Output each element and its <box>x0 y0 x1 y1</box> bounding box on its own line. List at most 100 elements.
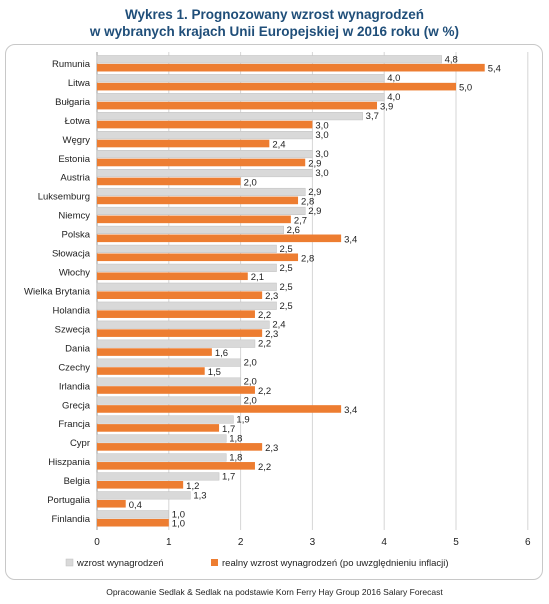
data-label-realny: 2,2 <box>258 310 271 321</box>
data-label-wzrost: 2,0 <box>244 358 257 369</box>
data-label-wzrost: 2,5 <box>280 244 293 255</box>
category-label: Francja <box>58 419 90 430</box>
category-label: Grecja <box>62 400 91 411</box>
data-label-realny: 1,2 <box>186 481 199 492</box>
x-tick-label: 4 <box>381 537 387 548</box>
bar-wzrost-wynagrodzen <box>96 225 284 234</box>
data-label-wzrost: 3,7 <box>366 111 379 122</box>
bar-realny-wzrost <box>97 82 456 91</box>
category-label: Austria <box>60 173 90 184</box>
category-label: Cypr <box>70 438 90 449</box>
data-label-realny: 2,4 <box>272 140 285 151</box>
data-label-realny: 3,0 <box>315 121 328 132</box>
chart-title-line1: Wykres 1. Prognozowany wzrost wynagrodze… <box>124 7 425 22</box>
bar-wzrost-wynagrodzen <box>96 187 306 197</box>
data-label-realny: 2,3 <box>265 291 278 302</box>
data-label-wzrost: 1,9 <box>236 415 249 426</box>
data-label-realny: 2,0 <box>244 177 257 188</box>
bar-realny-wzrost <box>97 405 342 413</box>
data-label-realny: 1,0 <box>172 519 185 530</box>
bar-realny-wzrost <box>97 177 241 186</box>
x-tick-label: 0 <box>94 537 100 548</box>
category-label: Rumunia <box>52 59 91 70</box>
source-note: Opracowanie Sedlak & Sedlak na podstawie… <box>106 587 443 597</box>
bar-wzrost-wynagrodzen <box>96 491 191 500</box>
data-label-realny: 1,7 <box>222 424 235 435</box>
category-label: Estonia <box>58 154 90 165</box>
chart-title-line2: w wybranych krajach Unii Europejskiej w … <box>89 24 460 39</box>
legend-swatch-wzrost <box>65 558 74 567</box>
bar-wzrost-wynagrodzen <box>96 377 241 386</box>
data-label-realny: 2,8 <box>301 196 314 207</box>
bar-realny-wzrost <box>97 139 270 148</box>
data-label-wzrost: 2,9 <box>308 187 321 198</box>
data-label-realny: 1,5 <box>208 367 221 378</box>
category-label: Dania <box>65 343 91 354</box>
bar-wzrost-wynagrodzen <box>96 282 277 291</box>
category-label: Polska <box>61 230 90 241</box>
data-label-realny: 3,4 <box>344 405 357 416</box>
category-label: Wielka Brytania <box>24 287 91 298</box>
data-label-wzrost: 1,0 <box>172 509 185 520</box>
bar-wzrost-wynagrodzen <box>96 472 220 481</box>
data-label-realny: 5,0 <box>459 83 472 94</box>
data-label-realny: 0,4 <box>129 500 142 511</box>
data-label-wzrost: 4,8 <box>445 54 458 65</box>
data-label-realny: 3,9 <box>380 102 393 113</box>
category-label: Czechy <box>58 362 90 373</box>
category-label: Holandia <box>53 305 91 316</box>
category-label: Bułgaria <box>55 97 91 108</box>
data-label-realny: 2,3 <box>265 329 278 340</box>
bar-realny-wzrost <box>97 424 220 432</box>
bar-wzrost-wynagrodzen <box>96 434 227 443</box>
category-label: Hiszpania <box>48 457 90 468</box>
bar-realny-wzrost <box>97 215 291 224</box>
data-label-realny: 2,2 <box>258 462 271 473</box>
category-label: Węgry <box>63 135 91 146</box>
bar-realny-wzrost <box>97 443 263 451</box>
category-label: Słowacja <box>52 249 91 260</box>
data-label-realny: 2,2 <box>258 386 271 397</box>
bar-wzrost-wynagrodzen <box>96 415 234 424</box>
bar-realny-wzrost <box>97 348 212 356</box>
data-label-realny: 2,7 <box>294 215 307 226</box>
data-label-wzrost: 2,5 <box>280 282 293 293</box>
data-label-wzrost: 3,0 <box>315 168 328 179</box>
data-label-realny: 1,6 <box>215 348 228 359</box>
x-tick-label: 1 <box>166 537 172 548</box>
bar-wzrost-wynagrodzen <box>96 396 241 405</box>
category-label: Litwa <box>68 78 91 89</box>
x-tick-label: 5 <box>453 537 459 548</box>
bar-realny-wzrost <box>97 101 378 110</box>
data-label-realny: 2,1 <box>251 272 264 283</box>
bar-wzrost-wynagrodzen <box>96 358 241 367</box>
bar-wzrost-wynagrodzen <box>96 453 227 462</box>
category-label: Niemcy <box>58 211 90 222</box>
bar-realny-wzrost <box>97 272 248 281</box>
bar-wzrost-wynagrodzen <box>96 74 385 83</box>
category-label: Łotwa <box>65 116 91 127</box>
data-label-wzrost: 4,0 <box>387 92 400 103</box>
bar-realny-wzrost <box>97 63 485 72</box>
category-label: Włochy <box>59 268 90 279</box>
data-label-wzrost: 1,7 <box>222 471 235 482</box>
data-label-wzrost: 4,0 <box>387 73 400 84</box>
bar-realny-wzrost <box>97 196 299 205</box>
category-label: Szwecja <box>55 324 91 335</box>
category-label: Portugalia <box>47 495 90 506</box>
bar-wzrost-wynagrodzen <box>96 510 170 519</box>
bar-wzrost-wynagrodzen <box>96 301 277 310</box>
data-label-wzrost: 2,9 <box>308 206 321 217</box>
data-label-realny: 2,8 <box>301 253 314 264</box>
x-tick-label: 6 <box>525 537 531 548</box>
bar-realny-wzrost <box>97 329 263 337</box>
data-label-realny: 3,4 <box>344 234 357 245</box>
bar-wzrost-wynagrodzen <box>96 112 363 121</box>
data-label-wzrost: 1,8 <box>229 433 242 444</box>
data-label-realny: 2,3 <box>265 443 278 454</box>
bar-wzrost-wynagrodzen <box>96 263 277 272</box>
bar-realny-wzrost <box>97 462 255 470</box>
data-label-realny: 2,9 <box>308 158 321 169</box>
legend-label-realny: realny wzrost wynagrodzeń (po uwzględnie… <box>222 558 449 569</box>
